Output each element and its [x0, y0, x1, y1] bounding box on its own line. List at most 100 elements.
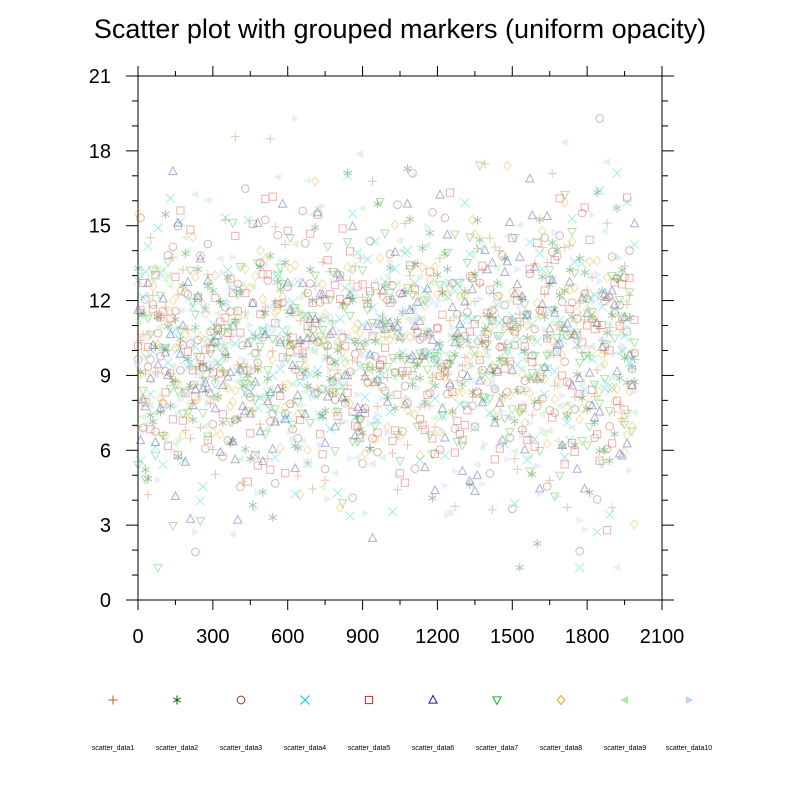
data-point — [478, 261, 487, 270]
data-point — [223, 436, 233, 445]
data-point — [532, 401, 542, 411]
data-point — [378, 291, 387, 302]
data-point — [298, 436, 306, 445]
data-point — [572, 334, 581, 343]
data-point — [163, 319, 173, 330]
data-point — [310, 281, 320, 291]
data-point — [300, 360, 310, 372]
data-point — [452, 438, 463, 448]
data-point — [153, 359, 163, 369]
data-point — [370, 319, 380, 329]
data-point — [475, 350, 485, 362]
data-point — [133, 263, 143, 273]
x-tick-label: 1800 — [565, 626, 610, 648]
data-point — [372, 377, 383, 387]
data-point — [326, 366, 335, 375]
data-point — [212, 324, 223, 335]
data-point — [447, 332, 458, 343]
data-point — [544, 323, 555, 333]
data-point — [483, 376, 492, 388]
data-point — [183, 246, 192, 255]
data-point — [268, 354, 277, 366]
data-point — [176, 284, 185, 296]
data-point — [470, 319, 479, 329]
data-point — [201, 345, 210, 354]
data-point — [308, 296, 317, 306]
data-point — [341, 342, 350, 351]
x-tick-label: 300 — [196, 626, 229, 648]
data-point — [477, 372, 488, 383]
data-point — [328, 384, 337, 396]
data-point — [442, 229, 453, 239]
data-point — [455, 429, 464, 439]
data-point — [347, 437, 358, 447]
data-point — [193, 394, 203, 405]
data-point — [578, 338, 587, 347]
data-point — [360, 337, 370, 347]
data-point — [166, 314, 175, 323]
data-point — [583, 321, 592, 330]
data-point — [547, 274, 558, 284]
data-point — [222, 338, 230, 347]
data-point — [506, 413, 515, 422]
data-point — [495, 246, 505, 256]
data-point — [238, 262, 246, 271]
data-point — [370, 277, 379, 286]
data-point — [450, 336, 460, 347]
data-point — [593, 270, 602, 279]
data-point — [440, 367, 450, 377]
data-point — [539, 389, 550, 400]
data-point — [236, 288, 245, 298]
data-point — [210, 356, 219, 365]
data-point — [373, 401, 383, 411]
data-point — [504, 216, 515, 226]
data-point — [565, 284, 574, 296]
data-point — [303, 458, 313, 468]
data-point — [343, 388, 352, 397]
data-point — [137, 305, 145, 314]
data-point — [575, 310, 583, 319]
data-point — [307, 332, 318, 342]
data-point — [230, 415, 240, 424]
data-point — [232, 366, 243, 377]
data-point — [386, 257, 395, 266]
data-point — [620, 353, 628, 362]
data-point — [274, 316, 283, 325]
data-point — [178, 320, 188, 330]
data-point — [275, 337, 286, 347]
data-point — [305, 313, 316, 323]
data-point — [610, 308, 619, 317]
data-point — [141, 295, 150, 304]
data-point — [139, 427, 148, 436]
data-point — [282, 277, 293, 287]
data-point — [431, 369, 440, 378]
data-point — [500, 322, 510, 334]
data-point — [399, 309, 407, 319]
data-point — [383, 271, 391, 280]
data-point — [156, 393, 165, 404]
y-tick-label: 3 — [100, 515, 111, 537]
data-point — [437, 286, 447, 296]
data-point — [405, 304, 415, 314]
data-point — [443, 290, 452, 302]
data-point — [285, 304, 296, 315]
data-point — [252, 217, 263, 227]
data-point — [236, 328, 245, 337]
data-point — [528, 333, 537, 345]
data-point — [433, 289, 442, 300]
data-point — [218, 418, 228, 428]
legend-label: scatter_data3 — [220, 745, 263, 752]
data-point — [536, 489, 545, 498]
data-point — [485, 469, 495, 478]
data-point — [188, 298, 198, 308]
legend-item: scatter_data8 — [540, 694, 582, 752]
data-point — [335, 271, 345, 281]
data-point — [215, 297, 225, 307]
data-point — [238, 366, 247, 375]
data-point — [625, 386, 634, 397]
data-point — [260, 328, 271, 339]
data-point — [332, 488, 343, 498]
data-point — [534, 483, 545, 493]
data-point — [625, 313, 634, 323]
data-point — [582, 294, 592, 304]
